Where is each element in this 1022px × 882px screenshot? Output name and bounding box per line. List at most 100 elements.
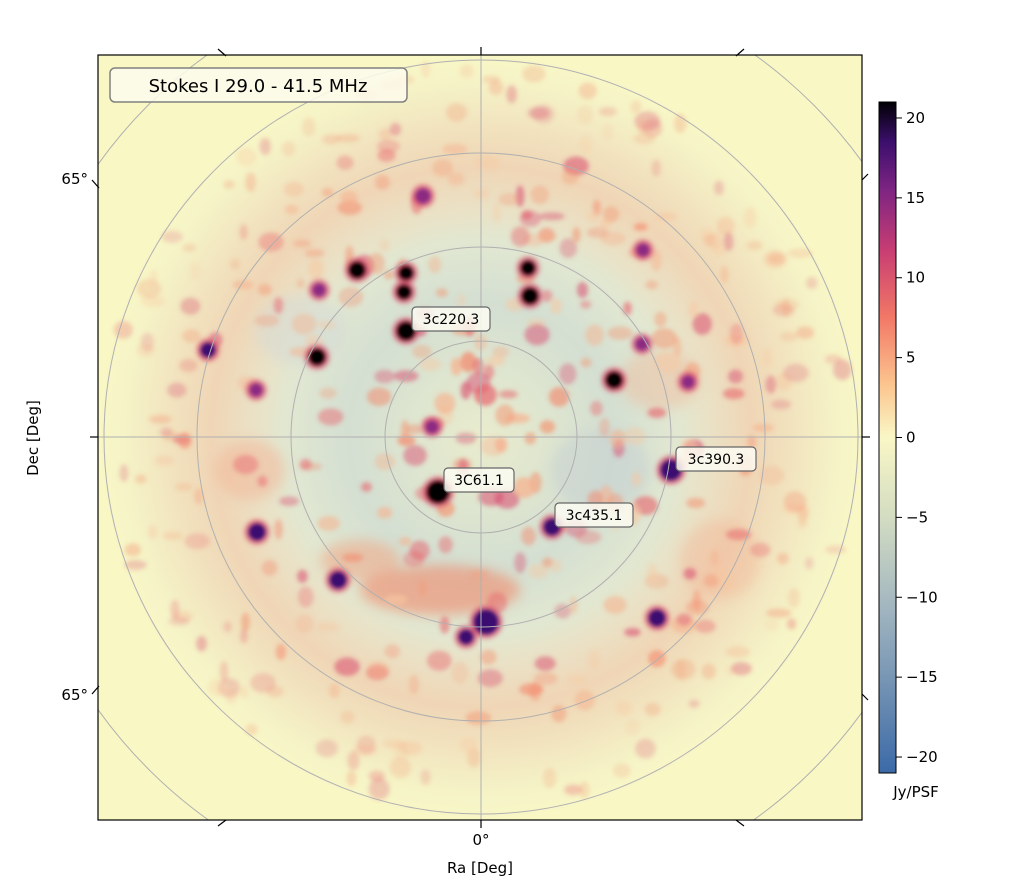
bright-source	[648, 609, 666, 627]
emission-blob	[825, 545, 847, 554]
emission-blob	[646, 564, 658, 584]
emission-blob	[723, 232, 734, 252]
emission-blob	[293, 239, 312, 248]
emission-blob	[797, 520, 808, 529]
diffuse-emission	[215, 295, 760, 615]
colorbar-tick-label: 5	[906, 349, 916, 367]
emission-blob	[533, 672, 558, 685]
colorbar-tick-label: −15	[906, 668, 938, 686]
emission-blob	[615, 701, 632, 716]
bright-source	[425, 420, 439, 434]
emission-blob	[654, 311, 667, 327]
emission-blob	[534, 656, 556, 671]
bright-source	[605, 371, 623, 389]
tick	[861, 173, 869, 181]
bright-source	[415, 188, 431, 204]
emission-blob	[384, 594, 408, 605]
emission-blob	[603, 596, 627, 614]
emission-blob	[676, 613, 692, 626]
emission-blob	[730, 662, 752, 676]
emission-blob	[408, 674, 420, 695]
emission-blob	[346, 770, 357, 787]
emission-blob	[766, 608, 792, 618]
emission-blob	[403, 550, 425, 567]
emission-blob	[524, 323, 550, 346]
y-axis-label: Dec [Deg]	[24, 400, 42, 476]
emission-blob	[787, 248, 813, 259]
emission-blob	[692, 313, 712, 335]
emission-blob	[676, 659, 687, 680]
emission-blob	[623, 301, 632, 316]
emission-blob	[764, 618, 779, 632]
emission-blob	[498, 193, 520, 206]
emission-blob	[219, 661, 229, 683]
emission-blob	[686, 497, 706, 509]
emission-blob	[317, 516, 340, 531]
emission-blob	[805, 557, 814, 570]
emission-blob	[398, 741, 422, 756]
emission-blob	[274, 519, 283, 540]
emission-blob	[457, 294, 466, 307]
emission-blob	[412, 344, 432, 359]
emission-blob	[336, 155, 354, 170]
emission-blob	[168, 616, 190, 626]
emission-blob	[340, 190, 358, 205]
emission-blob	[334, 657, 360, 676]
emission-blob	[728, 369, 743, 384]
emission-blob	[295, 614, 314, 634]
emission-blob	[316, 622, 340, 632]
emission-blob	[162, 531, 183, 541]
emission-blob	[328, 683, 340, 699]
emission-blob	[322, 134, 341, 145]
emission-blob	[342, 553, 364, 562]
emission-blob	[442, 143, 468, 155]
colorbar-tick-label: 10	[906, 269, 925, 287]
emission-blob	[578, 82, 597, 100]
emission-blob	[783, 491, 807, 513]
emission-blob	[254, 314, 280, 327]
bright-source	[396, 284, 412, 300]
emission-blob	[460, 381, 471, 400]
emission-blob	[432, 159, 453, 177]
emission-blob	[474, 189, 490, 200]
emission-blob	[720, 265, 729, 283]
emission-blob	[469, 569, 490, 578]
emission-blob	[805, 276, 818, 290]
emission-blob	[585, 324, 604, 346]
emission-blob	[446, 103, 468, 122]
emission-blob	[389, 756, 411, 779]
colorbar-tick-label: 0	[906, 429, 916, 447]
emission-blob	[651, 328, 677, 349]
emission-blob	[796, 326, 815, 340]
emission-blob	[548, 387, 570, 407]
emission-blob	[239, 628, 248, 644]
emission-blob	[299, 458, 312, 470]
emission-blob	[301, 117, 316, 137]
annotation-box	[443, 467, 515, 493]
emission-blob	[347, 751, 360, 771]
emission-blob	[405, 424, 423, 434]
emission-blob	[572, 227, 581, 243]
emission-blob	[194, 488, 203, 505]
emission-blob	[376, 506, 393, 519]
emission-blob	[225, 687, 238, 704]
emission-blob	[783, 363, 809, 383]
emission-blob	[706, 232, 723, 250]
emission-blob	[241, 612, 250, 632]
emission-blob	[393, 370, 419, 382]
emission-blob	[655, 351, 681, 374]
bright-source	[308, 348, 326, 366]
emission-blob	[319, 387, 337, 399]
emission-blob	[695, 619, 716, 634]
emission-blob	[368, 252, 385, 275]
emission-blob	[455, 432, 477, 444]
emission-blob	[787, 587, 801, 608]
emission-blob	[713, 180, 724, 196]
emission-blob	[482, 75, 501, 84]
emission-blob	[124, 559, 147, 570]
bright-source	[635, 337, 649, 351]
emission-blob	[180, 297, 201, 315]
emission-blob	[291, 313, 317, 335]
emission-blob	[780, 332, 798, 342]
tick	[217, 48, 227, 57]
